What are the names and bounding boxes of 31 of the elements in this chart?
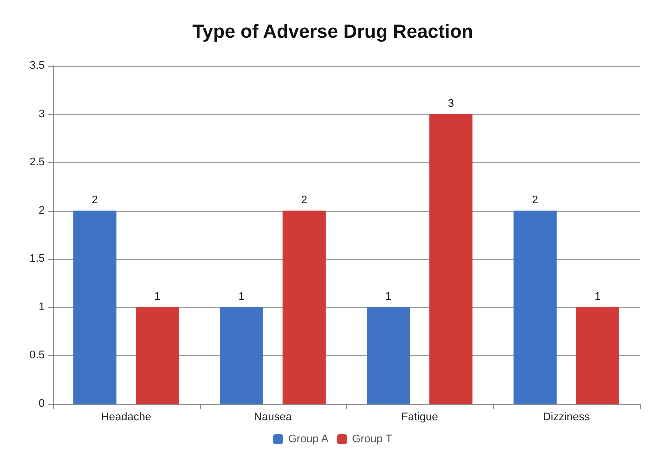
x-tick-label: Fatigue	[402, 412, 438, 424]
chart-title: Type of Adverse Drug Reaction	[192, 22, 474, 43]
bar	[74, 210, 117, 404]
data-label: 1	[154, 290, 161, 303]
data-label: 1	[238, 290, 245, 303]
bar	[430, 114, 473, 404]
bar	[367, 307, 410, 404]
x-tick-label: Headache	[101, 412, 152, 424]
y-tick-label: 3	[38, 108, 45, 120]
y-tick-label: 0	[38, 398, 45, 410]
bar	[514, 210, 557, 404]
legend-label: Group A	[288, 434, 330, 446]
x-tick-label: Dizziness	[543, 412, 591, 424]
y-tick-label: 3.5	[30, 60, 45, 72]
bar	[136, 307, 180, 404]
y-tick-label: 0.5	[30, 350, 45, 362]
y-tick-label: 2.5	[30, 156, 45, 169]
bar	[282, 210, 326, 404]
data-label: 2	[532, 194, 538, 206]
legend-label: Group T	[352, 434, 393, 446]
bar	[576, 307, 620, 404]
data-label: 2	[301, 194, 308, 206]
bar	[220, 307, 264, 404]
x-tick-label: Nausea	[254, 412, 293, 424]
y-tick-label: 1.5	[30, 253, 45, 266]
data-label: 2	[92, 194, 98, 206]
data-label: 3	[448, 98, 454, 110]
data-label: 1	[386, 290, 392, 303]
y-tick-label: 1	[38, 301, 45, 314]
data-label: 1	[594, 290, 601, 303]
y-tick-label: 2	[38, 204, 45, 217]
